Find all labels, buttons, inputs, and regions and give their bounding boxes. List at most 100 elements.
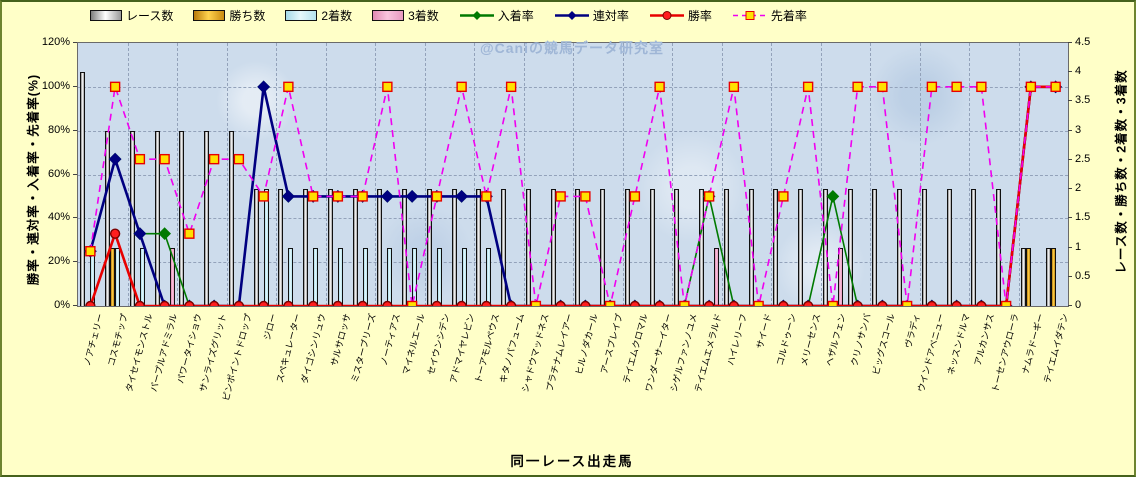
- v-gridline: [325, 43, 327, 306]
- marker-勝率: [604, 300, 616, 306]
- marker-先着率: [332, 191, 344, 202]
- marker-先着率: [1000, 300, 1012, 306]
- bar-レース数: [377, 189, 383, 306]
- right-axis-tick: [1068, 100, 1072, 102]
- marker-入着率: [405, 190, 419, 203]
- bar-2着数: [337, 247, 343, 306]
- bar-レース数: [822, 189, 828, 306]
- marker-入着率: [876, 299, 889, 306]
- right-axis-tick-label: 4.5: [1075, 36, 1091, 48]
- v-gridline: [919, 43, 921, 306]
- marker-先着率: [233, 153, 245, 165]
- x-category-label: ミスターブリーズ: [349, 312, 378, 384]
- marker-連対率: [851, 299, 864, 306]
- marker-入着率: [777, 299, 790, 306]
- left-axis-tick-label: 100%: [41, 79, 70, 92]
- marker-連対率: [232, 299, 246, 306]
- legend-item-thirds: 3着数: [372, 7, 439, 24]
- marker-連対率: [480, 190, 493, 203]
- right-axis-tick: [1068, 188, 1072, 190]
- bar-勝ち数: [1025, 247, 1031, 306]
- bar-2着数: [288, 247, 294, 306]
- v-gridline: [622, 43, 624, 306]
- marker-勝率: [654, 300, 665, 306]
- legend-label-wins: 勝ち数: [229, 9, 266, 23]
- marker-連対率: [826, 299, 840, 306]
- v-gridline: [474, 43, 475, 306]
- marker-連対率: [777, 299, 790, 306]
- marker-連対率: [133, 227, 147, 241]
- marker-連対率: [108, 152, 122, 166]
- marker-入着率: [801, 299, 815, 306]
- legend-swatch-place-line: [459, 10, 494, 21]
- left-axis-tick-label: 20%: [47, 255, 70, 268]
- legend-swatch-thirds-bar: [372, 10, 405, 21]
- marker-入着率: [752, 299, 765, 306]
- right-axis-tick: [1068, 305, 1072, 306]
- bar-レース数: [352, 189, 358, 306]
- legend-marker-winrate: [662, 11, 672, 20]
- legend-item-place: 入着率: [459, 7, 534, 24]
- marker-連対率: [727, 299, 741, 306]
- left-axis-tick: [73, 85, 77, 87]
- marker-連対率: [752, 299, 765, 306]
- marker-連対率: [900, 299, 914, 306]
- legend-swatch-wins-bar: [193, 10, 226, 21]
- bar-レース数: [897, 189, 903, 306]
- marker-勝率: [802, 300, 814, 306]
- marker-先着率: [555, 191, 566, 202]
- right-axis-tick: [1068, 217, 1072, 219]
- bar-レース数: [748, 189, 754, 306]
- bar-2着数: [139, 247, 145, 306]
- marker-入着率: [381, 190, 394, 203]
- marker-連対率: [183, 299, 196, 306]
- marker-入着率: [108, 152, 122, 166]
- marker-入着率: [851, 299, 864, 306]
- bar-レース数: [179, 130, 185, 306]
- marker-入着率: [331, 190, 345, 203]
- marker-入着率: [727, 299, 741, 306]
- marker-入着率: [950, 299, 963, 306]
- bar-レース数: [773, 189, 779, 306]
- bar-勝ち数: [1050, 247, 1056, 306]
- bar-レース数: [501, 189, 507, 306]
- bar-レース数: [253, 189, 259, 306]
- bar-レース数: [154, 130, 160, 306]
- bar-レース数: [723, 189, 729, 306]
- left-axis-tick-label: 60%: [47, 167, 70, 180]
- marker-入着率: [232, 299, 246, 306]
- v-gridline: [870, 43, 871, 306]
- bar-2着数: [486, 247, 492, 306]
- right-axis-tick-label: 1.5: [1075, 211, 1091, 224]
- marker-連対率: [801, 299, 815, 306]
- x-category-label: ナムラドーギー: [1019, 312, 1046, 376]
- x-category-label: サルサロッサ: [328, 312, 353, 368]
- marker-連対率: [207, 299, 221, 306]
- marker-勝率: [109, 228, 121, 239]
- legend-marker-lead: [745, 11, 755, 20]
- x-category-label: ネッスンドルマ: [945, 312, 972, 376]
- marker-連対率: [678, 299, 691, 306]
- x-category-label: ジロー: [261, 312, 279, 342]
- marker-連対率: [628, 299, 642, 306]
- marker-連対率: [653, 299, 666, 306]
- left-axis-tick: [73, 42, 77, 43]
- bar-レース数: [550, 189, 556, 306]
- x-category-label: メリーセンス: [799, 312, 823, 368]
- x-category-label: ノーティアス: [378, 312, 402, 367]
- legend-item-races: レース数: [90, 7, 173, 24]
- left-axis-tick-label: 80%: [47, 123, 70, 136]
- x-category-label: セイウンシデン: [425, 312, 452, 376]
- left-axis-tick-label: 120%: [41, 36, 70, 48]
- x-category-label: アルカンサス: [972, 312, 996, 367]
- marker-先着率: [530, 300, 542, 306]
- bar-レース数: [402, 189, 408, 306]
- marker-入着率: [678, 299, 691, 306]
- bar-レース数: [476, 189, 482, 306]
- marker-先着率: [357, 191, 368, 202]
- x-category-label: ダイゴシンリュウ: [299, 312, 328, 385]
- marker-勝率: [530, 300, 542, 306]
- v-gridline: [424, 43, 426, 306]
- right-axis-tick-label: 2: [1075, 182, 1082, 195]
